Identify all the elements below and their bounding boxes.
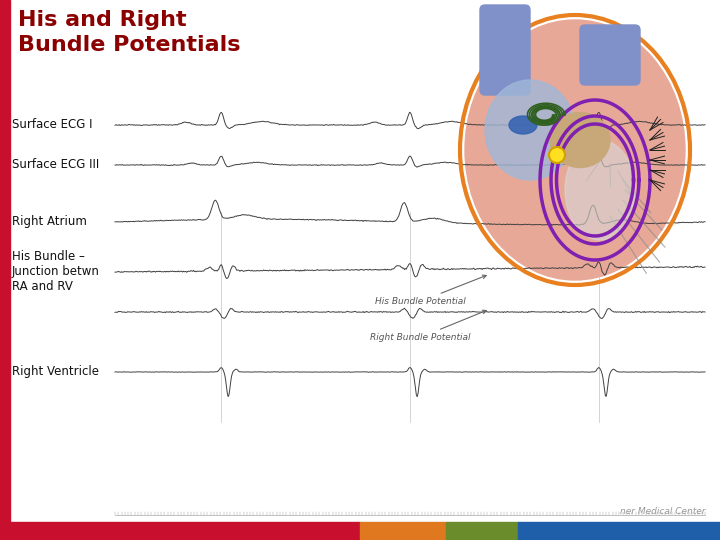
Text: His Bundle Potential: His Bundle Potential: [374, 275, 486, 306]
Text: His Bundle –
Junction betwn
RA and RV: His Bundle – Junction betwn RA and RV: [12, 251, 100, 294]
Bar: [446, 522, 518, 540]
Text: Right Bundle Potential: Right Bundle Potential: [370, 310, 486, 342]
Bar: [360, 522, 446, 540]
Text: Right Atrium: Right Atrium: [12, 215, 87, 228]
FancyBboxPatch shape: [480, 5, 530, 95]
Text: Right Ventricle: Right Ventricle: [12, 366, 99, 379]
Bar: [0, 0, 10, 522]
Ellipse shape: [485, 80, 575, 180]
FancyBboxPatch shape: [580, 25, 640, 85]
Text: ner Medical Center: ner Medical Center: [621, 508, 706, 516]
Ellipse shape: [465, 20, 685, 280]
Ellipse shape: [565, 140, 635, 240]
Ellipse shape: [549, 147, 565, 163]
Bar: [0, 522, 360, 540]
Text: Bundle Potentials: Bundle Potentials: [18, 35, 240, 55]
Text: His and Right: His and Right: [18, 10, 186, 30]
Ellipse shape: [509, 116, 537, 134]
Ellipse shape: [550, 112, 610, 167]
Text: Surface ECG I: Surface ECG I: [12, 118, 92, 132]
Text: Surface ECG III: Surface ECG III: [12, 159, 99, 172]
Bar: [518, 522, 720, 540]
